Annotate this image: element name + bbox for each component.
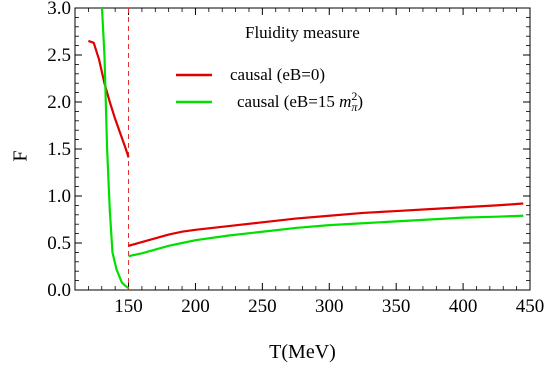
x-tick-label: 300 (315, 296, 344, 317)
x-tick-label: 150 (114, 296, 143, 317)
ticks-layer: 150 200 250 300 350 400 450 0.0 0.5 1.0 1.5 2.0 2.5 3… (47, 0, 544, 317)
series-eb0-segment-2 (128, 202, 524, 247)
y-tick-label: 3.0 (47, 0, 71, 19)
legend-label-eb15: causal (eB=15 m2 π) (237, 89, 363, 114)
plot-frame (74, 7, 531, 291)
series-eb15-segment-2 (128, 214, 524, 258)
curves-layer (88, 8, 524, 290)
legend-label-eb0: causal (eB=0) (230, 65, 325, 84)
legend: Fluidity measure causal (eB=0) causal (eB… (176, 23, 363, 114)
series-eb0-segment-1 (88, 39, 130, 158)
x-tick-label: 450 (516, 296, 545, 317)
y-tick-label: 2.5 (47, 45, 71, 66)
y-tick-label: 2.0 (47, 92, 71, 113)
y-tick-label: 1.0 (47, 186, 71, 207)
x-tick-label: 400 (449, 296, 478, 317)
x-tick-label: 350 (382, 296, 411, 317)
x-tick-label: 250 (248, 296, 277, 317)
legend-title: Fluidity measure (245, 23, 360, 42)
y-tick-label: 0.5 (47, 233, 71, 254)
y-axis-title: F (10, 150, 32, 161)
y-tick-label: 0.0 (47, 280, 71, 301)
x-tick-label: 200 (181, 296, 210, 317)
x-axis-title: T(MeV) (269, 341, 336, 363)
series-eb15-segment-1 (100, 8, 130, 290)
y-tick-label: 1.5 (47, 139, 71, 160)
